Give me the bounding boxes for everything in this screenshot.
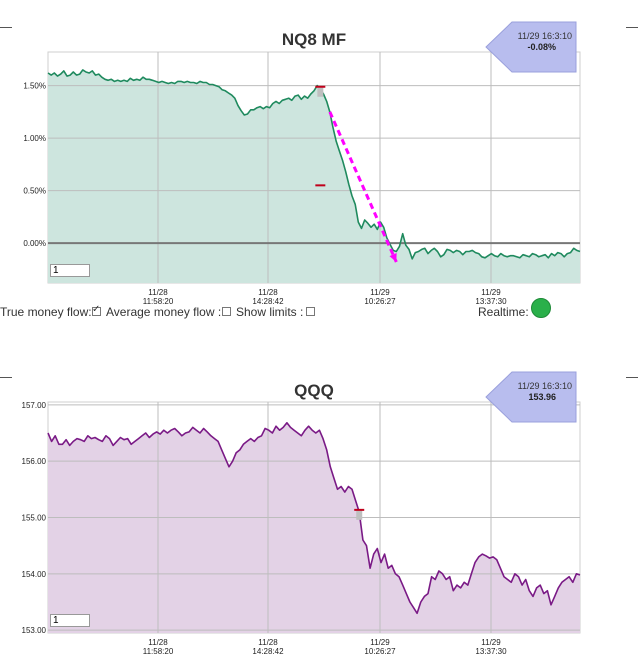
- x-tick-time: 11:58:20: [143, 647, 174, 656]
- trend-arrow-head: [389, 253, 397, 262]
- badge-datetime: 11/29 16:3:10: [518, 381, 572, 391]
- realtime-label: Realtime:: [478, 305, 529, 319]
- y-tick-label: 1.00%: [23, 134, 46, 143]
- chart-title: QQQ: [294, 381, 334, 400]
- x-tick-date: 11/28: [148, 288, 168, 297]
- average-money-flow-checkbox[interactable]: [222, 307, 231, 316]
- chart-nq8mf: NQ8 MF1.50%1.00%0.50%0.00%11/2811:58:201…: [23, 30, 581, 306]
- plot-area: [47, 401, 581, 634]
- show-limits-label: Show limits :: [236, 305, 304, 319]
- x-tick-date: 11/29: [370, 288, 390, 297]
- x-tick-time: 13:37:30: [475, 297, 507, 306]
- y-tick-label: 154.00: [22, 570, 47, 579]
- x-tick-date: 11/28: [258, 288, 278, 297]
- realtime-status-indicator[interactable]: [531, 298, 551, 318]
- x-tick-time: 11:58:20: [143, 297, 174, 306]
- period-input-qqq[interactable]: 1: [50, 614, 90, 627]
- x-tick-time: 14:28:42: [252, 297, 284, 306]
- y-tick-label: 156.00: [22, 457, 47, 466]
- series-line: [47, 69, 581, 260]
- right-dash-bottom: [626, 377, 638, 378]
- trend-arrow-line: [328, 111, 398, 263]
- x-tick-time: 14:28:42: [252, 647, 284, 656]
- chart-title: NQ8 MF: [282, 30, 346, 49]
- session-marker-body: [317, 86, 324, 97]
- true-money-flow-label: True money flow:: [0, 305, 92, 319]
- session-marker-body: [356, 509, 363, 520]
- badge-arrow-shape: [485, 371, 577, 423]
- y-tick-label: 1.50%: [23, 82, 46, 91]
- x-tick-time: 10:26:27: [364, 297, 396, 306]
- badge-value: 153.96: [528, 392, 556, 402]
- show-limits-checkbox[interactable]: [306, 307, 315, 316]
- y-tick-label: 155.00: [22, 514, 47, 523]
- y-tick-label: 157.00: [22, 401, 47, 410]
- x-tick-date: 11/28: [258, 638, 278, 647]
- y-tick-label: 0.50%: [23, 187, 46, 196]
- y-tick-label: 0.00%: [23, 239, 46, 248]
- x-tick-date: 11/29: [481, 288, 501, 297]
- series-area: [48, 69, 580, 284]
- left-dash-top: [0, 27, 12, 28]
- series-line: [47, 422, 581, 615]
- x-tick-time: 10:26:27: [364, 647, 396, 656]
- x-tick-date: 11/28: [148, 638, 168, 647]
- right-dash-top: [626, 27, 638, 28]
- true-money-flow-checkbox[interactable]: [92, 304, 101, 316]
- left-dash-bottom: [0, 377, 12, 378]
- x-tick-time: 13:37:30: [475, 647, 507, 656]
- period-input-nq8mf[interactable]: 1: [50, 264, 90, 277]
- average-money-flow-label: Average money flow :: [106, 305, 222, 319]
- x-tick-date: 11/29: [481, 638, 501, 647]
- x-tick-date: 11/29: [370, 638, 390, 647]
- y-tick-label: 153.00: [22, 626, 47, 635]
- controls-row: True money flow: Average money flow : Sh…: [0, 304, 640, 321]
- series-area: [48, 422, 580, 633]
